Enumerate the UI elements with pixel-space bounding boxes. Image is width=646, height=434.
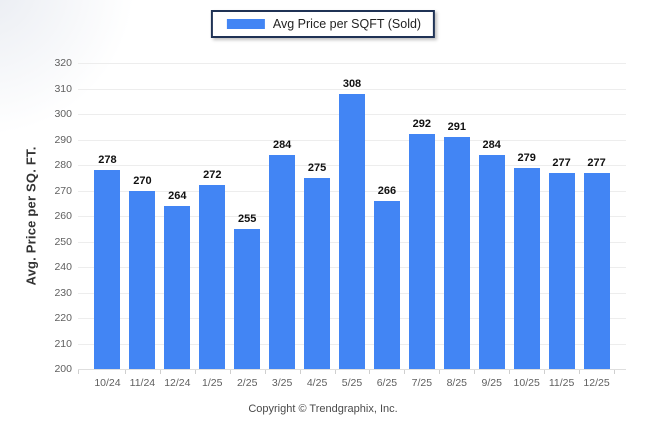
bar bbox=[478, 154, 505, 369]
x-tick-label: 3/25 bbox=[271, 377, 293, 389]
bar-value-label: 277 bbox=[587, 156, 606, 169]
axis-tick bbox=[509, 370, 511, 374]
bar bbox=[583, 172, 610, 369]
bar-value-label: 292 bbox=[412, 118, 432, 131]
x-tick-label: 8/25 bbox=[446, 377, 468, 389]
y-tick-label: 220 bbox=[54, 312, 72, 324]
bar bbox=[443, 136, 470, 369]
bar-value-label: 284 bbox=[272, 138, 292, 151]
x-tick-label: 5/25 bbox=[341, 377, 363, 389]
axis-tick bbox=[264, 370, 266, 374]
bar-value-label: 266 bbox=[377, 184, 397, 197]
bar bbox=[269, 154, 296, 369]
chart-legend: Avg Price per SQFT (Sold) bbox=[210, 10, 436, 38]
y-tick-label: 300 bbox=[54, 108, 72, 120]
bar bbox=[513, 167, 540, 369]
bar-value-label: 272 bbox=[203, 169, 222, 182]
axis-tick bbox=[299, 370, 301, 374]
x-tick-label: 11/24 bbox=[129, 377, 156, 389]
y-tick-label: 200 bbox=[54, 363, 72, 375]
axis-tick bbox=[369, 370, 371, 374]
y-tick-label: 310 bbox=[54, 82, 72, 95]
x-tick-label: 10/24 bbox=[94, 377, 121, 389]
copyright-text: Copyright © Trendgraphix, Inc. bbox=[248, 403, 398, 415]
gridline bbox=[78, 369, 626, 370]
bar bbox=[304, 177, 331, 369]
bar-value-label: 255 bbox=[238, 212, 257, 225]
bar bbox=[234, 228, 261, 369]
axis-tick bbox=[194, 370, 196, 374]
bar-value-label: 278 bbox=[98, 154, 117, 167]
x-tick-label: 2/25 bbox=[236, 377, 258, 389]
y-tick-label: 280 bbox=[54, 159, 72, 171]
bar bbox=[164, 205, 191, 369]
bar-value-label: 279 bbox=[517, 151, 536, 164]
x-tick-label: 12/24 bbox=[164, 377, 191, 389]
bar bbox=[199, 185, 226, 369]
y-tick-label: 210 bbox=[54, 337, 72, 350]
y-tick-label: 250 bbox=[54, 235, 72, 248]
axis-tick bbox=[579, 370, 581, 374]
legend-swatch bbox=[226, 19, 265, 29]
x-tick-label: 10/25 bbox=[513, 377, 540, 389]
bar bbox=[339, 93, 365, 369]
y-tick-label: 240 bbox=[54, 261, 72, 273]
x-tick-label: 11/25 bbox=[548, 377, 575, 389]
axis-tick bbox=[614, 370, 615, 374]
axis-tick bbox=[439, 370, 441, 374]
bar-value-label: 277 bbox=[552, 156, 571, 169]
bar-value-label: 308 bbox=[342, 77, 362, 90]
gridline bbox=[78, 88, 626, 90]
gridline bbox=[78, 63, 626, 64]
bar bbox=[548, 172, 575, 369]
bar-value-label: 270 bbox=[133, 174, 152, 187]
bar bbox=[129, 190, 156, 369]
y-tick-label: 290 bbox=[54, 133, 72, 146]
axis-tick bbox=[334, 370, 336, 374]
legend-label: Avg Price per SQFT (Sold) bbox=[272, 16, 422, 31]
axis-tick bbox=[124, 370, 126, 374]
axis-tick bbox=[404, 370, 406, 374]
bar bbox=[408, 134, 435, 369]
axis-tick bbox=[474, 370, 476, 374]
y-tick-label: 320 bbox=[54, 57, 72, 69]
bar-value-label: 291 bbox=[447, 120, 466, 133]
bar bbox=[94, 170, 121, 369]
x-tick-label: 1/25 bbox=[202, 377, 223, 389]
bar bbox=[373, 200, 400, 369]
bar-value-label: 275 bbox=[307, 161, 327, 174]
x-tick-label: 7/25 bbox=[411, 377, 433, 389]
x-tick-label: 6/25 bbox=[376, 377, 398, 389]
x-tick-label: 12/25 bbox=[583, 377, 610, 389]
axis-tick bbox=[229, 370, 231, 374]
bar-value-label: 264 bbox=[168, 189, 187, 202]
bar-value-label: 284 bbox=[482, 138, 501, 151]
y-tick-label: 270 bbox=[54, 184, 72, 197]
axis-tick bbox=[544, 370, 546, 374]
y-tick-label: 260 bbox=[54, 210, 72, 222]
axis-tick bbox=[159, 370, 161, 374]
x-tick-label: 4/25 bbox=[306, 377, 328, 389]
axis-tick bbox=[78, 370, 79, 374]
y-tick-label: 230 bbox=[54, 286, 72, 299]
x-tick-label: 9/25 bbox=[481, 377, 502, 389]
